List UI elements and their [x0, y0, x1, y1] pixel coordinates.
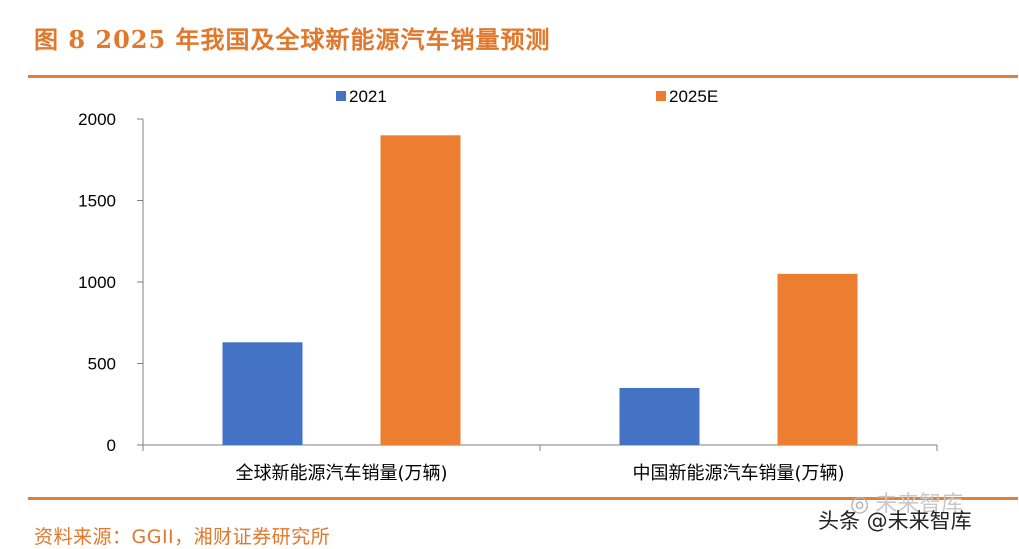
legend-swatch-2021	[336, 91, 346, 101]
bar-2021-1	[222, 342, 303, 445]
top-divider	[28, 75, 1018, 78]
figure-title: 图 8 2025 年我国及全球新能源汽车销量预测	[34, 25, 551, 54]
y-tick-label: 0	[107, 436, 116, 455]
legend-swatch-2025e	[656, 91, 666, 101]
bar-2021-2	[619, 387, 700, 445]
bottom-divider	[28, 497, 1018, 500]
logo-watermark: ◎ 未来智库	[850, 486, 963, 518]
legend-label-2021: 2021	[349, 87, 387, 106]
watermark: 头条 @未来智库	[818, 509, 972, 533]
y-tick-label: 1500	[78, 192, 116, 211]
logo-text: 未来智库	[875, 492, 964, 517]
bar-2025e-2	[777, 273, 858, 445]
category-label: 全球新能源汽车销量(万辆)	[235, 463, 447, 484]
source-note: 资料来源：GGII，湘财证券研究所	[34, 526, 331, 548]
y-tick-label: 500	[88, 355, 116, 374]
bar-2025e-1	[380, 135, 461, 446]
legend-label-2025e: 2025E	[669, 87, 718, 106]
y-tick-label: 2000	[78, 110, 116, 129]
category-label: 中国新能源汽车销量(万辆)	[632, 463, 844, 484]
wechat-icon: ◎	[850, 492, 870, 517]
y-tick-label: 1000	[78, 273, 116, 292]
